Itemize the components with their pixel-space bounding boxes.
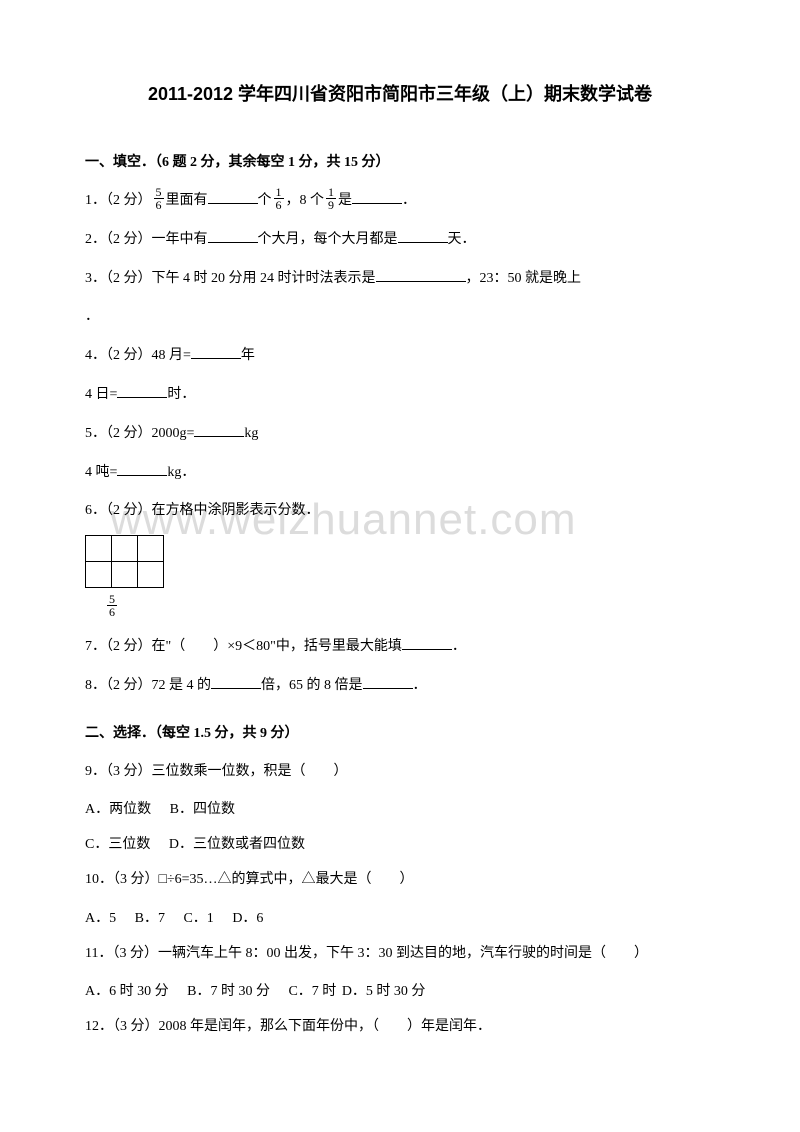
q7-prefix: 7．（2 分）在"（ ）×9＜80"中，括号里最大能填: [85, 639, 402, 654]
q4-prefix: 4．（2 分）48 月=: [85, 348, 191, 363]
q4b-prefix: 4 日=: [85, 387, 117, 402]
q9-opt-a: A．两位数: [85, 795, 151, 826]
section1-header: 一、填空．（6 题 2 分，其余每空 1 分，共 15 分）: [85, 151, 715, 171]
question-12: 12．（3 分）2008 年是闰年，那么下面年份中，（ ）年是闰年．: [85, 1012, 715, 1043]
q10-opt-d: D．6: [232, 904, 263, 935]
question-2: 2．（2 分）一年中有 个大月，每个大月都是 天．: [85, 225, 715, 256]
blank: [208, 229, 258, 243]
q5-suffix: kg: [244, 426, 258, 441]
fraction-1-6: 16: [274, 186, 284, 211]
question-7: 7．（2 分）在"（ ）×9＜80"中，括号里最大能填 ．: [85, 632, 715, 663]
fraction-label: 56: [85, 593, 715, 624]
q8-text: 倍，65 的 8 倍是: [261, 678, 363, 693]
q1-prefix: 1．（2 分）: [85, 193, 152, 208]
q10-options: A．5 B．7 C．1 D．6: [85, 904, 715, 935]
blank: [398, 229, 448, 243]
blank: [376, 268, 466, 282]
section2-header: 二、选择．（每空 1.5 分，共 9 分）: [85, 722, 715, 742]
blank: [363, 675, 413, 689]
question-1: 1．（2 分）56里面有 个16，8 个19是 ．: [85, 186, 715, 217]
q1-text: 是: [338, 193, 352, 208]
blank: [208, 190, 258, 204]
q10-opt-a: A．5: [85, 904, 116, 935]
q9-opt-d: D．三位数或者四位数: [169, 830, 305, 861]
q3-period: ．: [85, 302, 715, 333]
q11-opt-b: B．7 时 30 分: [187, 977, 270, 1008]
q7-suffix: ．: [452, 639, 466, 654]
q4-suffix: 年: [241, 348, 255, 363]
grid-2x3: [85, 535, 715, 588]
blank: [194, 423, 244, 437]
q3-suffix: ，23：50 就是晚上: [466, 271, 582, 286]
q4b-suffix: 时．: [167, 387, 195, 402]
q11-opt-d: D．5 时 30 分: [342, 977, 426, 1008]
question-9: 9．（3 分）三位数乘一位数，积是（ ）: [85, 757, 715, 788]
fraction-1-9: 19: [326, 186, 336, 211]
q9-options: A．两位数 B．四位数 C．三位数 D．三位数或者四位数: [85, 795, 715, 861]
exam-title: 2011-2012 学年四川省资阳市简阳市三年级（上）期末数学试卷: [85, 80, 715, 106]
question-6: 6．（2 分）在方格中涂阴影表示分数．: [85, 496, 715, 527]
q11-options: A．6 时 30 分 B．7 时 30 分 C．7 时 D．5 时 30 分: [85, 977, 715, 1008]
q5b-prefix: 4 吨=: [85, 465, 117, 480]
document-content: 2011-2012 学年四川省资阳市简阳市三年级（上）期末数学试卷 一、填空．（…: [85, 80, 715, 1043]
q9-opt-b: B．四位数: [170, 795, 235, 826]
q10-opt-c: C．1: [183, 904, 213, 935]
question-11: 11．（3 分）一辆汽车上午 8：00 出发，下午 3：30 到达目的地，汽车行…: [85, 939, 715, 970]
blank: [402, 636, 452, 650]
blank: [191, 345, 241, 359]
blank: [211, 675, 261, 689]
blank: [117, 462, 167, 476]
fraction-5-6-label: 56: [107, 593, 117, 618]
q5b-suffix: kg．: [167, 465, 195, 480]
blank: [352, 190, 402, 204]
q2-prefix: 2．（2 分）一年中有: [85, 232, 208, 247]
q3-prefix: 3．（2 分）下午 4 时 20 分用 24 时计时法表示是: [85, 271, 376, 286]
q1-suffix: ．: [402, 193, 416, 208]
q1-text: 个: [258, 193, 272, 208]
blank: [117, 384, 167, 398]
q11-opt-c: C．7 时: [288, 977, 336, 1008]
question-10: 10．（3 分）□÷6=35…△的算式中，△最大是（ ）: [85, 865, 715, 896]
q11-opt-a: A．6 时 30 分: [85, 977, 169, 1008]
question-4: 4．（2 分）48 月= 年: [85, 341, 715, 372]
question-4b: 4 日= 时．: [85, 380, 715, 411]
q2-text: 个大月，每个大月都是: [258, 232, 398, 247]
q9-opt-c: C．三位数: [85, 830, 150, 861]
question-5: 5．（2 分）2000g= kg: [85, 419, 715, 450]
q8-suffix: ．: [413, 678, 427, 693]
q1-text: ，8 个: [286, 193, 325, 208]
fraction-5-6: 56: [154, 186, 164, 211]
q1-text: 里面有: [166, 193, 208, 208]
question-5b: 4 吨= kg．: [85, 458, 715, 489]
q5-prefix: 5．（2 分）2000g=: [85, 426, 194, 441]
question-3: 3．（2 分）下午 4 时 20 分用 24 时计时法表示是 ，23：50 就是晚…: [85, 264, 715, 334]
q10-opt-b: B．7: [135, 904, 165, 935]
q8-prefix: 8．（2 分）72 是 4 的: [85, 678, 211, 693]
question-8: 8．（2 分）72 是 4 的 倍，65 的 8 倍是 ．: [85, 671, 715, 702]
q2-suffix: 天．: [448, 232, 476, 247]
